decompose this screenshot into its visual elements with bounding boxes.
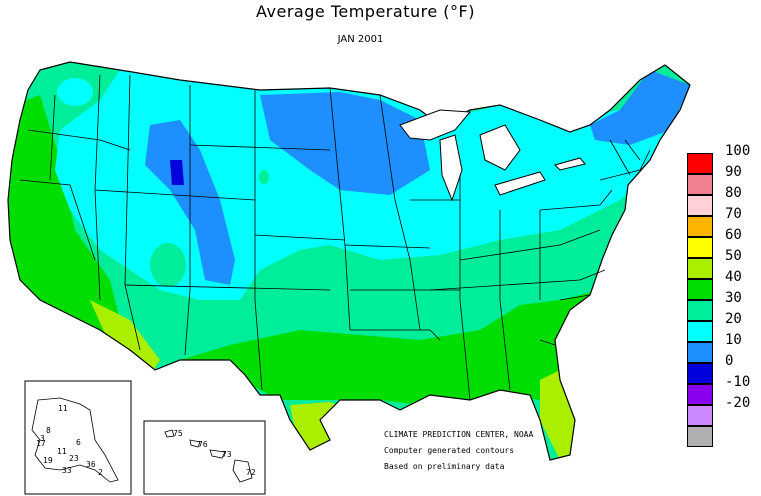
- legend-swatch: [687, 384, 713, 405]
- alaska-value: 8: [46, 426, 51, 435]
- legend-label: 80: [725, 185, 742, 201]
- legend-label: 70: [725, 206, 742, 222]
- legend-label: 10: [725, 332, 742, 348]
- legend-row: 100: [687, 143, 761, 174]
- legend-label: 50: [725, 248, 742, 264]
- method-note: Computer generated contours: [384, 446, 515, 455]
- credit-line: CLIMATE PREDICTION CENTER, NOAA: [384, 430, 534, 439]
- hawaii-value: 75: [173, 429, 183, 438]
- alaska-value: 36: [86, 460, 96, 469]
- legend-swatch: [687, 258, 713, 279]
- legend-swatch: [687, 342, 713, 363]
- alaska-value: 19: [43, 456, 53, 465]
- legend-swatch: [687, 300, 713, 321]
- legend-swatch: [687, 405, 713, 426]
- temperature-legend: 100 90 80 70 60 50 40 30 20 10 0 -10 -20: [687, 143, 761, 447]
- legend-label: 0: [725, 353, 734, 369]
- hawaii-value: 73: [222, 450, 232, 459]
- legend-swatch: [687, 279, 713, 300]
- legend-swatch: [687, 195, 713, 216]
- legend-row: 50: [687, 248, 761, 279]
- legend-swatch: [687, 153, 713, 174]
- alaska-value: 17: [36, 439, 46, 448]
- map-subtitle: JAN 2001: [337, 34, 384, 45]
- alaska-value: 3: [40, 434, 45, 443]
- legend-row: 40: [687, 269, 761, 300]
- legend-label: -10: [725, 374, 751, 390]
- legend-row: 30: [687, 290, 761, 321]
- legend-row: 0: [687, 353, 761, 384]
- legend-row: 70: [687, 206, 761, 237]
- alaska-value: 6: [76, 438, 81, 447]
- legend-label: 40: [725, 269, 742, 285]
- legend-label: 90: [725, 164, 742, 180]
- data-note: Based on preliminary data: [384, 462, 505, 471]
- alaska-value: 33: [62, 466, 72, 475]
- legend-label: -20: [725, 395, 751, 411]
- legend-swatch: [687, 426, 713, 447]
- legend-swatch: [687, 216, 713, 237]
- alaska-value: 2: [98, 468, 103, 477]
- legend-row: [687, 426, 761, 447]
- alaska-value: 11: [58, 404, 68, 413]
- legend-row: -20: [687, 395, 761, 426]
- hawaii-value: 72: [246, 468, 256, 477]
- legend-label: 20: [725, 311, 742, 327]
- legend-label: 30: [725, 290, 742, 306]
- hawaii-value: 76: [198, 440, 208, 449]
- legend-row: 60: [687, 227, 761, 258]
- legend-row: 20: [687, 311, 761, 342]
- legend-row: 10: [687, 332, 761, 363]
- legend-row: -10: [687, 374, 761, 405]
- legend-swatch: [687, 174, 713, 195]
- legend-row: 90: [687, 164, 761, 195]
- legend-swatch: [687, 321, 713, 342]
- map-title: Average Temperature (°F): [256, 2, 475, 21]
- legend-row: 80: [687, 185, 761, 216]
- alaska-value: 23: [69, 454, 79, 463]
- alaska-value: 11: [57, 447, 67, 456]
- legend-swatch: [687, 237, 713, 258]
- legend-label: 100: [725, 143, 751, 159]
- legend-label: 60: [725, 227, 742, 243]
- legend-swatch: [687, 363, 713, 384]
